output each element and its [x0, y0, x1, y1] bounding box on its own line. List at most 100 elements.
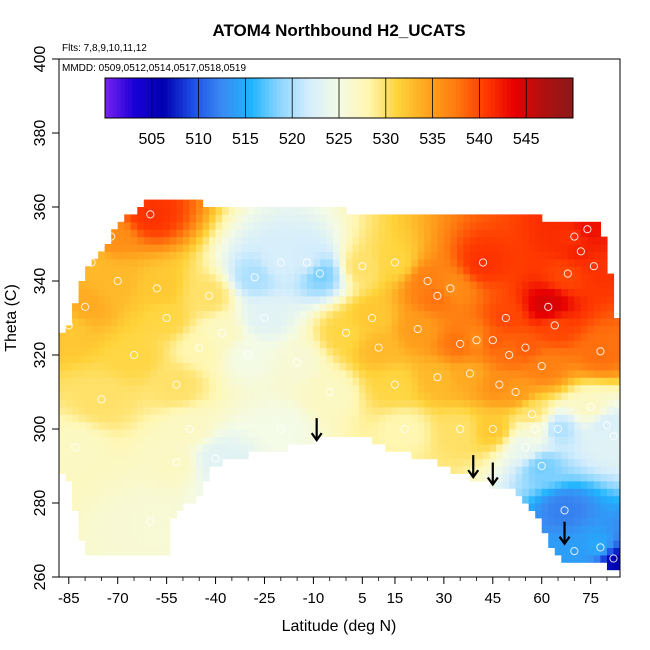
observation-marker — [544, 302, 553, 311]
heat-cell — [339, 229, 347, 238]
heat-cell — [228, 436, 236, 445]
heat-cell — [104, 429, 112, 437]
heat-cell — [587, 281, 595, 289]
heat-cell — [561, 281, 569, 289]
colorbar-swatch — [389, 78, 394, 118]
colorbar-swatch — [502, 78, 508, 118]
heat-cell — [176, 384, 184, 393]
colorbar-swatch — [530, 78, 535, 118]
heat-cell — [195, 281, 204, 289]
heat-cell — [104, 532, 112, 541]
heat-cell — [456, 295, 465, 304]
heat-cell — [476, 281, 484, 289]
heat-cell — [117, 421, 125, 430]
colorbar-swatch — [315, 78, 320, 118]
heat-cell — [124, 266, 132, 275]
heat-cell — [463, 340, 471, 349]
heat-cell — [189, 480, 197, 489]
colorbar-swatch — [186, 78, 192, 118]
heat-cell — [580, 532, 588, 541]
heat-cell — [274, 273, 282, 282]
heat-cell — [606, 540, 615, 548]
heat-cell — [111, 532, 119, 541]
heat-cell — [437, 310, 445, 319]
heat-cell — [443, 436, 451, 445]
heat-cell — [450, 266, 458, 275]
heat-cell — [98, 318, 106, 326]
heat-cell — [456, 332, 465, 341]
heat-cell — [124, 451, 132, 460]
heat-cell — [169, 221, 178, 230]
heat-cell — [111, 377, 119, 386]
heat-cell — [489, 377, 497, 386]
heat-cell — [450, 221, 458, 230]
heat-cell — [267, 288, 275, 297]
heat-cell — [574, 503, 582, 511]
observation-marker — [472, 336, 481, 345]
x-tick-label: -40 — [205, 590, 227, 607]
heat-cell — [222, 436, 230, 445]
heat-cell — [404, 295, 412, 304]
heat-cell — [182, 318, 191, 326]
colorbar-swatch — [300, 78, 305, 118]
heat-cell — [365, 318, 373, 326]
observation-marker — [260, 313, 269, 323]
heat-cell — [456, 236, 465, 245]
heat-cell — [163, 288, 171, 297]
heat-cell — [352, 258, 360, 267]
heat-cell — [372, 421, 380, 430]
heat-cell — [241, 258, 249, 267]
heat-cell — [261, 288, 269, 297]
heat-cell — [117, 466, 125, 474]
heat-cell — [483, 288, 491, 297]
heat-cell — [241, 244, 249, 252]
colorbar-swatch — [202, 78, 207, 118]
colorbar-swatch — [401, 78, 406, 118]
heat-cell — [280, 310, 288, 319]
observation-marker — [550, 321, 559, 330]
heat-cell — [476, 362, 484, 371]
colorbar-swatch — [175, 78, 180, 118]
heat-cell — [443, 236, 451, 245]
heat-cell — [313, 251, 321, 260]
heat-cell — [222, 281, 230, 289]
heat-cell — [541, 377, 549, 386]
heat-cell — [339, 258, 347, 267]
heat-cell — [176, 362, 184, 371]
heat-cell — [411, 266, 419, 275]
heat-cell — [398, 288, 406, 297]
heat-cell — [541, 369, 549, 378]
heat-cell — [215, 421, 223, 430]
heat-cell — [587, 458, 595, 467]
heat-cell — [385, 392, 393, 400]
heat-cell — [469, 429, 478, 437]
heat-cell — [137, 421, 145, 430]
heat-cell — [195, 236, 204, 245]
heat-cell — [398, 332, 406, 341]
heat-cell — [287, 414, 295, 423]
colorbar-swatch — [432, 78, 437, 118]
heat-cell — [137, 310, 145, 319]
heat-cell — [352, 295, 360, 304]
observation-marker — [456, 339, 465, 348]
heat-cell — [593, 495, 602, 504]
heat-cell — [215, 443, 223, 452]
heat-cell — [91, 503, 99, 511]
heat-cell — [182, 281, 191, 289]
heat-cell — [235, 207, 243, 215]
heat-cell — [450, 355, 458, 363]
heat-cell — [287, 266, 295, 275]
heat-cell — [228, 288, 236, 297]
heat-cell — [515, 392, 523, 400]
heat-cell — [352, 325, 360, 334]
heat-cell — [424, 244, 432, 252]
heat-cell — [195, 288, 204, 297]
heat-cell — [248, 369, 256, 378]
heat-cell — [156, 377, 164, 386]
heat-cell — [209, 273, 217, 282]
heat-cell — [313, 244, 321, 252]
heat-cell — [398, 303, 406, 312]
heat-cell — [78, 495, 86, 504]
heat-cell — [150, 399, 158, 408]
heat-cell — [404, 214, 412, 223]
